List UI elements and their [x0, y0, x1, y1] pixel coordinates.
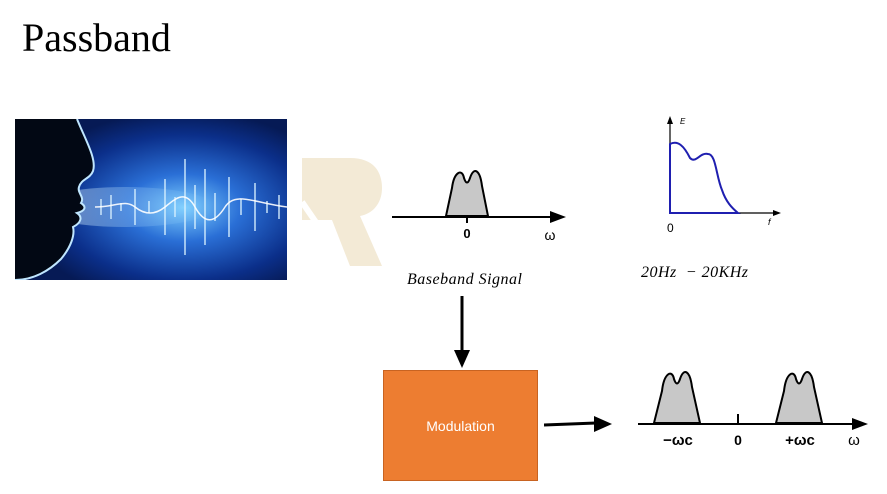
modulation-block: Modulation	[383, 370, 538, 481]
passband-axis-arrow	[852, 418, 868, 430]
page-title: Passband	[22, 15, 171, 60]
passband-pos-carrier-label: +ωc	[785, 432, 815, 449]
spectrum-origin-label: 0	[667, 221, 674, 235]
baseband-zero-label: 0	[463, 226, 470, 241]
voice-wave-image	[15, 119, 287, 280]
passband-lobe-positive	[774, 371, 824, 424]
spectrum-x-label: f	[768, 217, 772, 227]
passband-lobe-negative	[652, 371, 702, 424]
baseband-spectrum-plot: 0 ω	[392, 170, 566, 243]
spectrum-y-label: E	[680, 117, 686, 126]
passband-spectrum-plot: −ωc 0 +ωc ω	[638, 371, 868, 449]
down-arrow	[454, 296, 470, 368]
spectrum-y-arrow	[667, 116, 673, 124]
passband-neg-carrier-label: −ωc	[663, 432, 693, 449]
passband-axis-label: ω	[848, 432, 860, 449]
audio-frequency-range: 20Hz − 20KHz	[641, 264, 749, 281]
modulation-label: Modulation	[426, 417, 495, 434]
spectrum-x-arrow	[773, 210, 781, 216]
baseband-caption: Baseband Signal	[407, 271, 523, 288]
audio-spectrum-plot: E f 0	[667, 116, 781, 235]
baseband-axis-label: ω	[545, 227, 556, 243]
passband-zero-label: 0	[734, 432, 742, 448]
watermark-logo	[302, 158, 382, 266]
baseband-axis-arrow	[550, 211, 566, 223]
spectrum-curve	[669, 141, 741, 214]
baseband-lobe	[444, 170, 490, 217]
right-arrow	[544, 416, 612, 432]
